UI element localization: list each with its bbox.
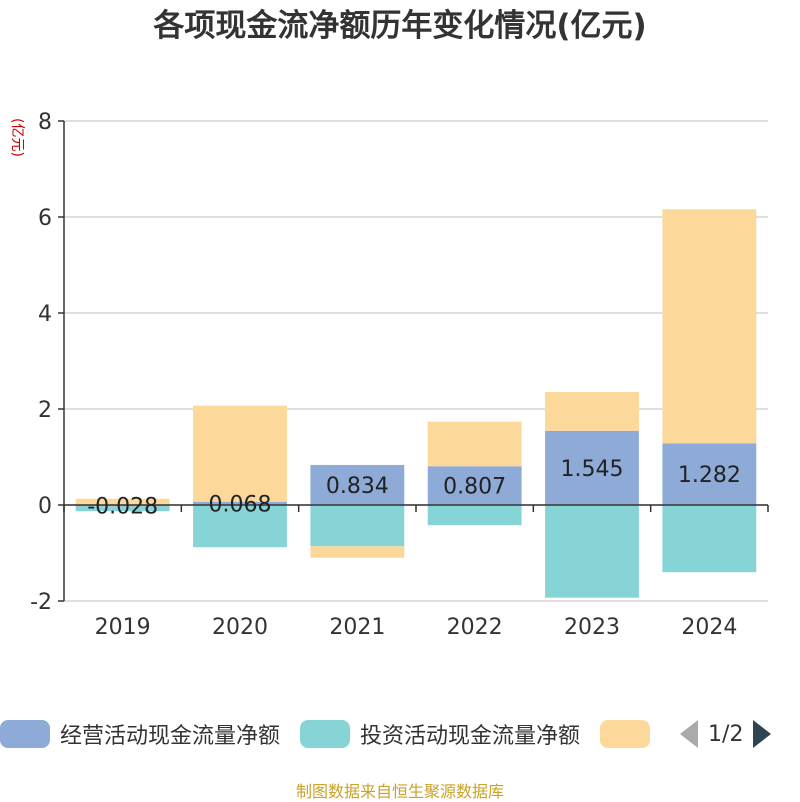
bar-2020-series-0[interactable]	[193, 501, 287, 505]
x-tick-label: 2022	[447, 615, 503, 640]
bar-2021-series-1[interactable]	[310, 505, 405, 547]
y-tick-label: 2	[38, 398, 52, 423]
y-axis-label: (亿元)	[9, 118, 25, 157]
legend-item-investing[interactable]: 投资活动现金流量净额	[300, 718, 580, 750]
data-label-2023: 1.545	[561, 457, 624, 482]
y-tick-label: 6	[38, 206, 52, 231]
chart-title: 各项现金流净额历年变化情况(亿元)	[153, 8, 647, 44]
bar-2022-series-2[interactable]	[427, 421, 522, 467]
legend: 经营活动现金流量净额 投资活动现金流量净额 1/2	[0, 716, 772, 752]
bar-2021-series-0[interactable]	[310, 464, 405, 505]
legend-pager: 1/2	[680, 720, 772, 748]
legend-label-investing: 投资活动现金流量净额	[360, 724, 581, 749]
legend-item-financing[interactable]	[600, 720, 660, 748]
legend-prev-page-icon[interactable]	[680, 720, 699, 748]
bar-2020-series-1[interactable]	[193, 505, 287, 548]
y-tick-label: 4	[38, 302, 52, 327]
y-tick-label: 8	[38, 110, 52, 135]
bar-2023-series-1[interactable]	[545, 505, 639, 598]
legend-next-page-icon[interactable]	[753, 720, 772, 748]
x-tick-label: 2024	[681, 615, 737, 640]
bar-2023-series-2[interactable]	[545, 391, 639, 431]
bar-2023-series-0[interactable]	[545, 430, 639, 505]
bar-2019-series-1[interactable]	[75, 506, 170, 512]
legend-swatch-investing	[300, 720, 351, 748]
x-tick-label: 2019	[95, 615, 151, 640]
data-label-2022: 0.807	[443, 475, 506, 500]
bar-2021-series-2[interactable]	[310, 546, 405, 558]
data-label-2019: -0.028	[87, 495, 158, 520]
chart-canvas: (亿元) -2 0 2 4 6 8 2019 2020 2021 2022 2023 2024 -0.…	[9, 110, 769, 640]
bar-2019-series-2[interactable]	[75, 498, 170, 505]
data-label-2020: 0.068	[209, 492, 272, 517]
bar-2024-series-2[interactable]	[662, 209, 757, 444]
y-tick-label: 0	[38, 494, 52, 519]
x-tick-label: 2020	[212, 615, 268, 640]
legend-page-indicator: 1/2	[708, 721, 744, 747]
data-label-2024: 1.282	[678, 463, 741, 488]
data-labels: -0.028 0.068 0.834 0.807 1.545 1.282	[87, 457, 741, 520]
bar-2022-series-0[interactable]	[427, 466, 522, 505]
legend-swatch-financing	[600, 720, 651, 748]
bar-2022-series-1[interactable]	[427, 505, 522, 526]
footer-source: 制图数据来自恒生聚源数据库	[295, 782, 504, 801]
x-tick-label: 2023	[564, 615, 620, 640]
data-label-2021: 0.834	[326, 474, 389, 499]
y-tick-label: -2	[30, 590, 52, 615]
axes: -2 0 2 4 6 8 2019 2020 2021 2022 2023 2024	[30, 110, 769, 640]
legend-swatch-operating	[0, 720, 50, 748]
bar-2024-series-0[interactable]	[662, 443, 757, 505]
legend-item-operating[interactable]: 经营活动现金流量净额	[0, 718, 280, 750]
legend-label-operating: 经营活动现金流量净额	[60, 724, 281, 749]
bar-series	[75, 209, 757, 598]
x-tick-label: 2021	[329, 615, 385, 640]
bar-2024-series-1[interactable]	[662, 505, 757, 573]
bar-2020-series-2[interactable]	[193, 405, 287, 502]
